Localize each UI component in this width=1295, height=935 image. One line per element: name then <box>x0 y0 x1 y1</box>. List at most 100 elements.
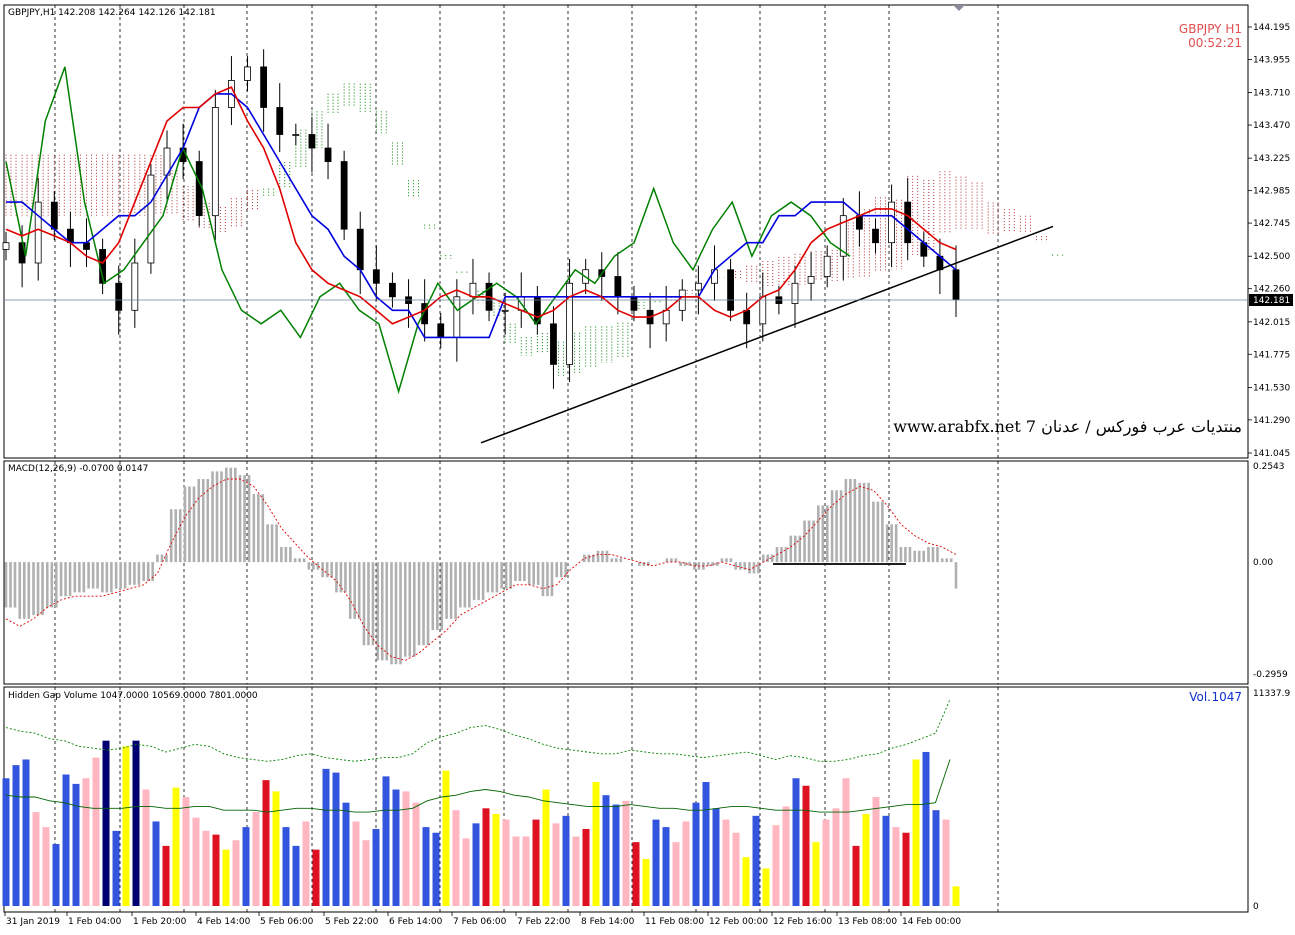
volume-bar <box>702 782 710 906</box>
volume-bar <box>52 844 60 906</box>
candle-body <box>550 323 557 365</box>
volume-bar <box>412 802 420 906</box>
macd-axis: 0.2543 0.00 -0.2959 <box>1253 462 1288 680</box>
candle-body <box>727 269 734 311</box>
candle-body <box>952 269 960 300</box>
volume-bar <box>692 802 700 906</box>
macd-tick-label: 0.2543 <box>1253 462 1285 472</box>
price-tick-label: 141.045 <box>1253 449 1290 459</box>
candle-body <box>904 201 912 244</box>
volume-bar <box>712 808 720 906</box>
volume-bar <box>782 806 790 906</box>
time-label: 1 Feb 04:00 <box>68 917 122 927</box>
volume-bar <box>852 845 860 906</box>
candle-body <box>372 269 380 284</box>
volume-bar <box>802 785 810 906</box>
volume-bar <box>632 842 640 906</box>
candle-body <box>147 174 155 264</box>
candle-body <box>131 262 139 311</box>
volume-bar <box>182 797 190 906</box>
volume-bar <box>342 802 350 906</box>
time-label: 1 Feb 20:00 <box>133 917 187 927</box>
price-tick-label: 141.775 <box>1253 350 1290 360</box>
candle-body <box>115 282 123 311</box>
candle-body <box>2 242 10 250</box>
macd-tick-label: 0.00 <box>1253 558 1273 568</box>
volume-bar <box>572 836 580 906</box>
volume-bar <box>482 808 490 906</box>
candle-body <box>211 107 219 217</box>
candle-body <box>630 296 638 311</box>
volume-bar <box>302 821 310 906</box>
time-label: 13 Feb 08:00 <box>838 917 897 927</box>
price-tick-label: 143.225 <box>1253 154 1290 164</box>
volume-bar <box>152 821 160 906</box>
price-tick-label: 142.500 <box>1253 252 1290 262</box>
volume-bar <box>492 813 500 906</box>
candle-body <box>34 201 42 264</box>
volume-bar <box>142 789 150 906</box>
volume-bar <box>32 812 40 906</box>
volume-bar <box>682 821 690 906</box>
price-tick-label: 141.530 <box>1253 383 1290 393</box>
candle-body <box>437 323 445 338</box>
volume-bar <box>402 791 410 906</box>
volume-bar <box>612 804 620 906</box>
current-price-badge <box>1249 294 1293 306</box>
candle-body <box>453 296 461 338</box>
volume-bar <box>512 836 520 906</box>
volume-bar <box>462 838 470 906</box>
time-label: 5 Feb 06:00 <box>260 917 314 927</box>
volume-bar <box>882 815 890 906</box>
candle-body <box>50 201 58 230</box>
volume-corner-label: Vol. <box>1189 690 1211 704</box>
volume-tick-label: 0 <box>1253 902 1259 912</box>
volume-bar <box>872 797 880 906</box>
candle-body <box>340 161 348 230</box>
volume-bar <box>252 812 260 906</box>
kijun-sen-line <box>6 93 957 339</box>
candle-body <box>872 228 879 244</box>
volume-bar <box>662 827 670 906</box>
time-axis: 31 Jan 2019 1 Feb 04:00 1 Feb 20:00 4 Feb 1… <box>4 912 961 927</box>
price-tick-label: 142.745 <box>1253 219 1290 229</box>
volume-bar <box>642 859 650 906</box>
volume-bar <box>272 791 280 906</box>
volume-bar <box>212 834 220 906</box>
volume-bar <box>242 827 250 906</box>
price-axis: 144.195 143.955 143.710 143.470 143.225 142.9… <box>1248 23 1290 459</box>
volume-bar <box>112 830 120 906</box>
time-label: 6 Feb 14:00 <box>389 917 443 927</box>
volume-bar <box>652 819 660 906</box>
price-tick-label: 142.985 <box>1253 187 1290 197</box>
volume-bar <box>432 832 440 906</box>
macd-panel[interactable] <box>3 460 1249 685</box>
candle-body <box>743 309 751 325</box>
candle-body <box>469 282 477 298</box>
volume-bar <box>752 815 760 906</box>
volume-bar <box>42 827 50 906</box>
chart-shift-icon[interactable] <box>953 5 965 11</box>
macd-title: MACD(12,26,9) -0.0700 0.0147 <box>8 464 148 474</box>
volume-bar <box>22 759 30 906</box>
ascending-trendline[interactable] <box>480 225 1054 444</box>
price-panel[interactable] <box>3 4 1249 459</box>
volume-bar <box>92 757 100 906</box>
macd-histogram <box>4 467 958 665</box>
volume-bar <box>122 746 130 906</box>
volume-tick-label: 11337.9 <box>1253 689 1290 699</box>
volume-bar <box>842 778 850 906</box>
macd-tick-label: -0.2959 <box>1253 670 1288 680</box>
volume-bar <box>442 770 450 906</box>
volume-bar <box>312 849 320 906</box>
volume-bar <box>772 825 780 906</box>
candle-body <box>308 134 316 149</box>
volume-bar <box>502 819 510 906</box>
time-label: 11 Feb 08:00 <box>645 917 704 927</box>
volume-bar <box>332 772 340 906</box>
time-label: 4 Feb 14:00 <box>197 917 251 927</box>
volume-bar <box>762 868 770 906</box>
tenkan-sen-line <box>5 86 957 325</box>
